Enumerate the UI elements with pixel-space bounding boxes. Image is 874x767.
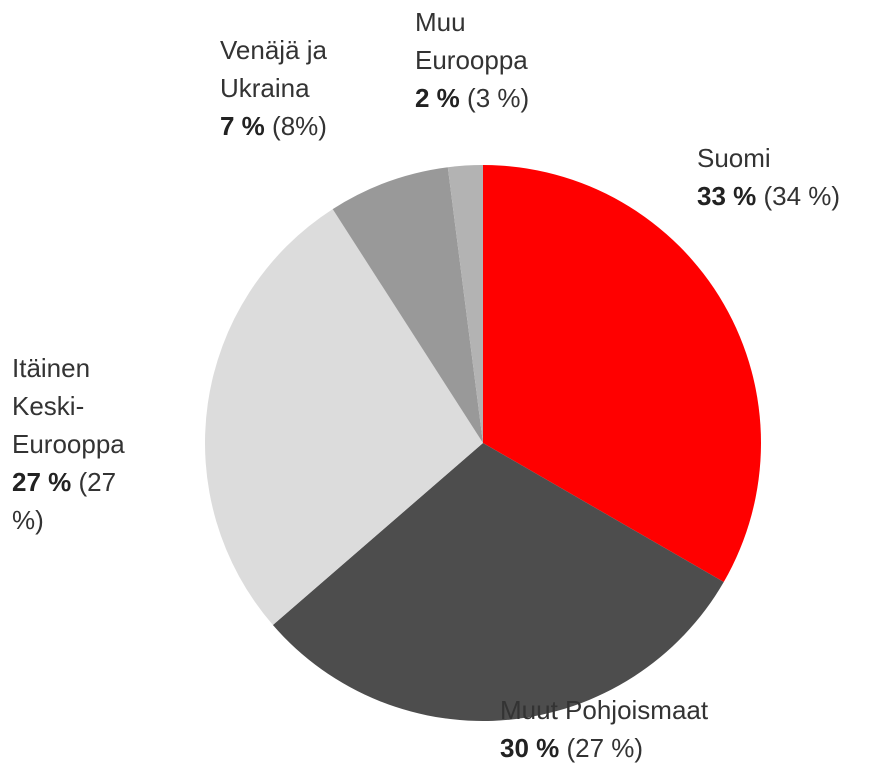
category-label: Itäinen Keski-Eurooppa — [12, 353, 125, 459]
pie-slice — [483, 165, 761, 582]
previous-label: (34 %) — [763, 181, 841, 211]
slice-label: Muu Eurooppa 2 % (3 %) — [415, 3, 560, 117]
value-line: 27 % (27 %) — [12, 463, 142, 539]
previous-label: (3 %) — [467, 83, 530, 113]
category-label: Suomi — [697, 143, 771, 173]
slice-label: Itäinen Keski-Eurooppa 27 % (27 %) — [12, 349, 142, 539]
category-label: Venäjä ja Ukraina — [220, 35, 327, 103]
pie-slice — [272, 443, 724, 722]
category-label: Muu Eurooppa — [415, 7, 528, 75]
value-label: 30 % — [500, 733, 560, 763]
slice-label: Muut Pohjoismaat 30 % (27 %) — [500, 691, 800, 767]
value-line: 7 % (8%) — [220, 107, 355, 145]
pie-slice — [205, 209, 483, 626]
value-label: 27 % — [12, 467, 72, 497]
previous-label: (27 %) — [12, 467, 117, 535]
value-label: 2 % — [415, 83, 460, 113]
value-line: 33 % (34 %) — [697, 177, 874, 215]
slice-label: Venäjä ja Ukraina 7 % (8%) — [220, 31, 355, 145]
value-label: 7 % — [220, 111, 265, 141]
pie-slice — [332, 167, 483, 443]
slice-label: Suomi 33 % (34 %) — [697, 139, 874, 215]
value-line: 2 % (3 %) — [415, 79, 560, 117]
previous-label: (8%) — [272, 111, 327, 141]
previous-label: (27 %) — [566, 733, 644, 763]
value-label: 33 % — [697, 181, 757, 211]
pie-slice — [447, 165, 483, 443]
category-label: Muut Pohjoismaat — [500, 695, 709, 725]
value-line: 30 % (27 %) — [500, 729, 800, 767]
